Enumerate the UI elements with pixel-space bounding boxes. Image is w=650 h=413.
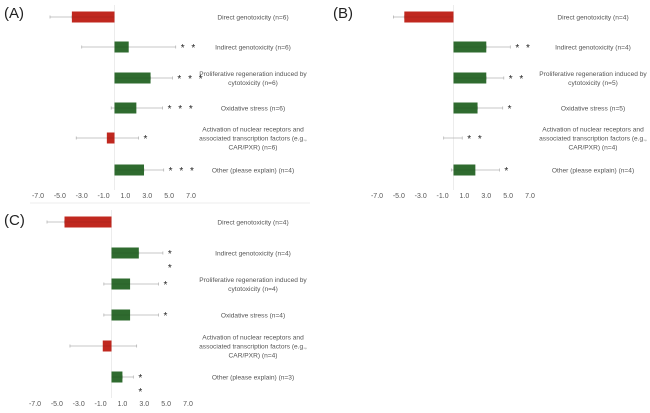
bar — [453, 72, 487, 84]
category-label: cytotoxicity (n=5) — [568, 80, 618, 87]
bar — [114, 41, 129, 53]
significance-marker: * * — [509, 74, 526, 85]
significance-marker: * * — [515, 43, 532, 54]
bar — [102, 340, 112, 352]
significance-marker: * — [138, 373, 142, 384]
category-label: Activation of nuclear receptors and — [202, 335, 304, 342]
x-tick-label: -3.0 — [73, 401, 85, 408]
x-tick-label: -3.0 — [76, 193, 88, 200]
significance-marker: * — [163, 280, 169, 291]
category-label: Proliferative regeneration induced by — [199, 71, 307, 78]
category-label: cytotoxicity (n=4) — [228, 286, 278, 293]
bar — [106, 132, 115, 144]
x-tick-label: 3.0 — [139, 401, 149, 408]
bar — [111, 278, 131, 290]
x-tick-label: -1.0 — [98, 193, 110, 200]
category-label: associated transcription factors (e.g., — [539, 136, 647, 143]
bar — [453, 41, 487, 53]
significance-marker: * — [163, 311, 169, 322]
x-tick-label: -7.0 — [32, 193, 44, 200]
x-tick-label: -5.0 — [51, 401, 63, 408]
significance-marker: * — [508, 104, 514, 115]
category-label: Indirect genotoxicity (n=6) — [215, 45, 291, 52]
category-label: CAR/PXR) (n=6) — [229, 145, 278, 152]
category-label: Other (please explain) (n=4) — [212, 168, 294, 175]
significance-marker: * — [138, 387, 142, 398]
category-label: CAR/PXR) (n=4) — [569, 145, 618, 152]
x-tick-label: 7.0 — [525, 193, 535, 200]
category-label: Proliferative regeneration induced by — [539, 71, 647, 78]
category-label: Other (please explain) (n=3) — [212, 375, 294, 382]
panel-label: (B) — [333, 5, 353, 22]
x-tick-label: -1.0 — [437, 193, 449, 200]
x-tick-label: -5.0 — [54, 193, 66, 200]
x-tick-label: -7.0 — [29, 401, 41, 408]
panel-b: (B) -7.0 -5.0 -3.0 -1.0 1.0 3.0 5.0 7.0 Direct ge… — [333, 5, 647, 200]
x-tick-label: -7.0 — [371, 193, 383, 200]
category-label: associated transcription factors (e.g., — [199, 136, 307, 143]
category-label: Oxidative stress (n=6) — [221, 106, 285, 113]
category-label: Indirect genotoxicity (n=4) — [215, 251, 291, 258]
x-tick-label: 5.0 — [164, 193, 174, 200]
category-label: associated transcription factors (e.g., — [199, 344, 307, 351]
category-label: Activation of nuclear receptors and — [542, 127, 644, 134]
category-label: Indirect genotoxicity (n=4) — [555, 45, 631, 52]
panel-a: (A) -7.0 -5.0 -3.0 -1.0 1.0 3.0 5.0 7.0 Direct ge… — [4, 5, 310, 204]
panel-c: (C) -7.0 -5.0 -3.0 -1.0 1.0 3.0 5.0 7.0 Direct ge… — [4, 210, 307, 408]
x-tick-label: 1.0 — [118, 401, 128, 408]
significance-marker: * * * — [177, 74, 204, 85]
category-label: Direct genotoxicity (n=4) — [557, 15, 628, 22]
bar — [114, 72, 151, 84]
significance-marker: * — [168, 249, 172, 260]
significance-marker: * — [168, 263, 172, 274]
significance-marker: * — [504, 166, 510, 177]
significance-marker: * — [144, 134, 150, 145]
significance-marker: * * — [181, 43, 198, 54]
category-label: Proliferative regeneration induced by — [199, 277, 307, 284]
x-tick-label: 5.0 — [503, 193, 513, 200]
bar — [114, 164, 145, 176]
x-tick-label: -1.0 — [95, 401, 107, 408]
significance-marker: * * — [467, 134, 484, 145]
x-tick-label: 5.0 — [161, 401, 171, 408]
panel-label: (A) — [4, 5, 24, 22]
category-label: cytotoxicity (n=6) — [228, 80, 278, 87]
bar — [111, 247, 139, 259]
category-label: CAR/PXR) (n=4) — [229, 353, 278, 360]
x-tick-label: 1.0 — [460, 193, 470, 200]
x-tick-label: 3.0 — [142, 193, 152, 200]
x-tick-label: 3.0 — [481, 193, 491, 200]
category-label: Activation of nuclear receptors and — [202, 127, 304, 134]
panel-label: (C) — [4, 212, 25, 229]
x-tick-label: 7.0 — [183, 401, 193, 408]
x-tick-label: 7.0 — [186, 193, 196, 200]
category-label: Direct genotoxicity (n=6) — [217, 15, 288, 22]
bar — [453, 102, 478, 114]
significance-marker: * * * — [168, 104, 195, 115]
bar — [64, 216, 112, 228]
bar — [111, 371, 123, 383]
bar — [111, 309, 131, 321]
category-label: Oxidative stress (n=5) — [561, 106, 625, 113]
x-tick-label: 1.0 — [121, 193, 131, 200]
bar — [453, 164, 476, 176]
bar — [404, 11, 454, 23]
significance-marker: * * * — [169, 166, 196, 177]
category-label: Direct genotoxicity (n=4) — [217, 220, 288, 227]
category-label: Other (please explain) (n=4) — [552, 168, 634, 175]
bar — [71, 11, 115, 23]
x-tick-label: -5.0 — [393, 193, 405, 200]
category-label: Oxidative stress (n=4) — [221, 313, 285, 320]
bar — [114, 102, 137, 114]
x-tick-label: -3.0 — [415, 193, 427, 200]
